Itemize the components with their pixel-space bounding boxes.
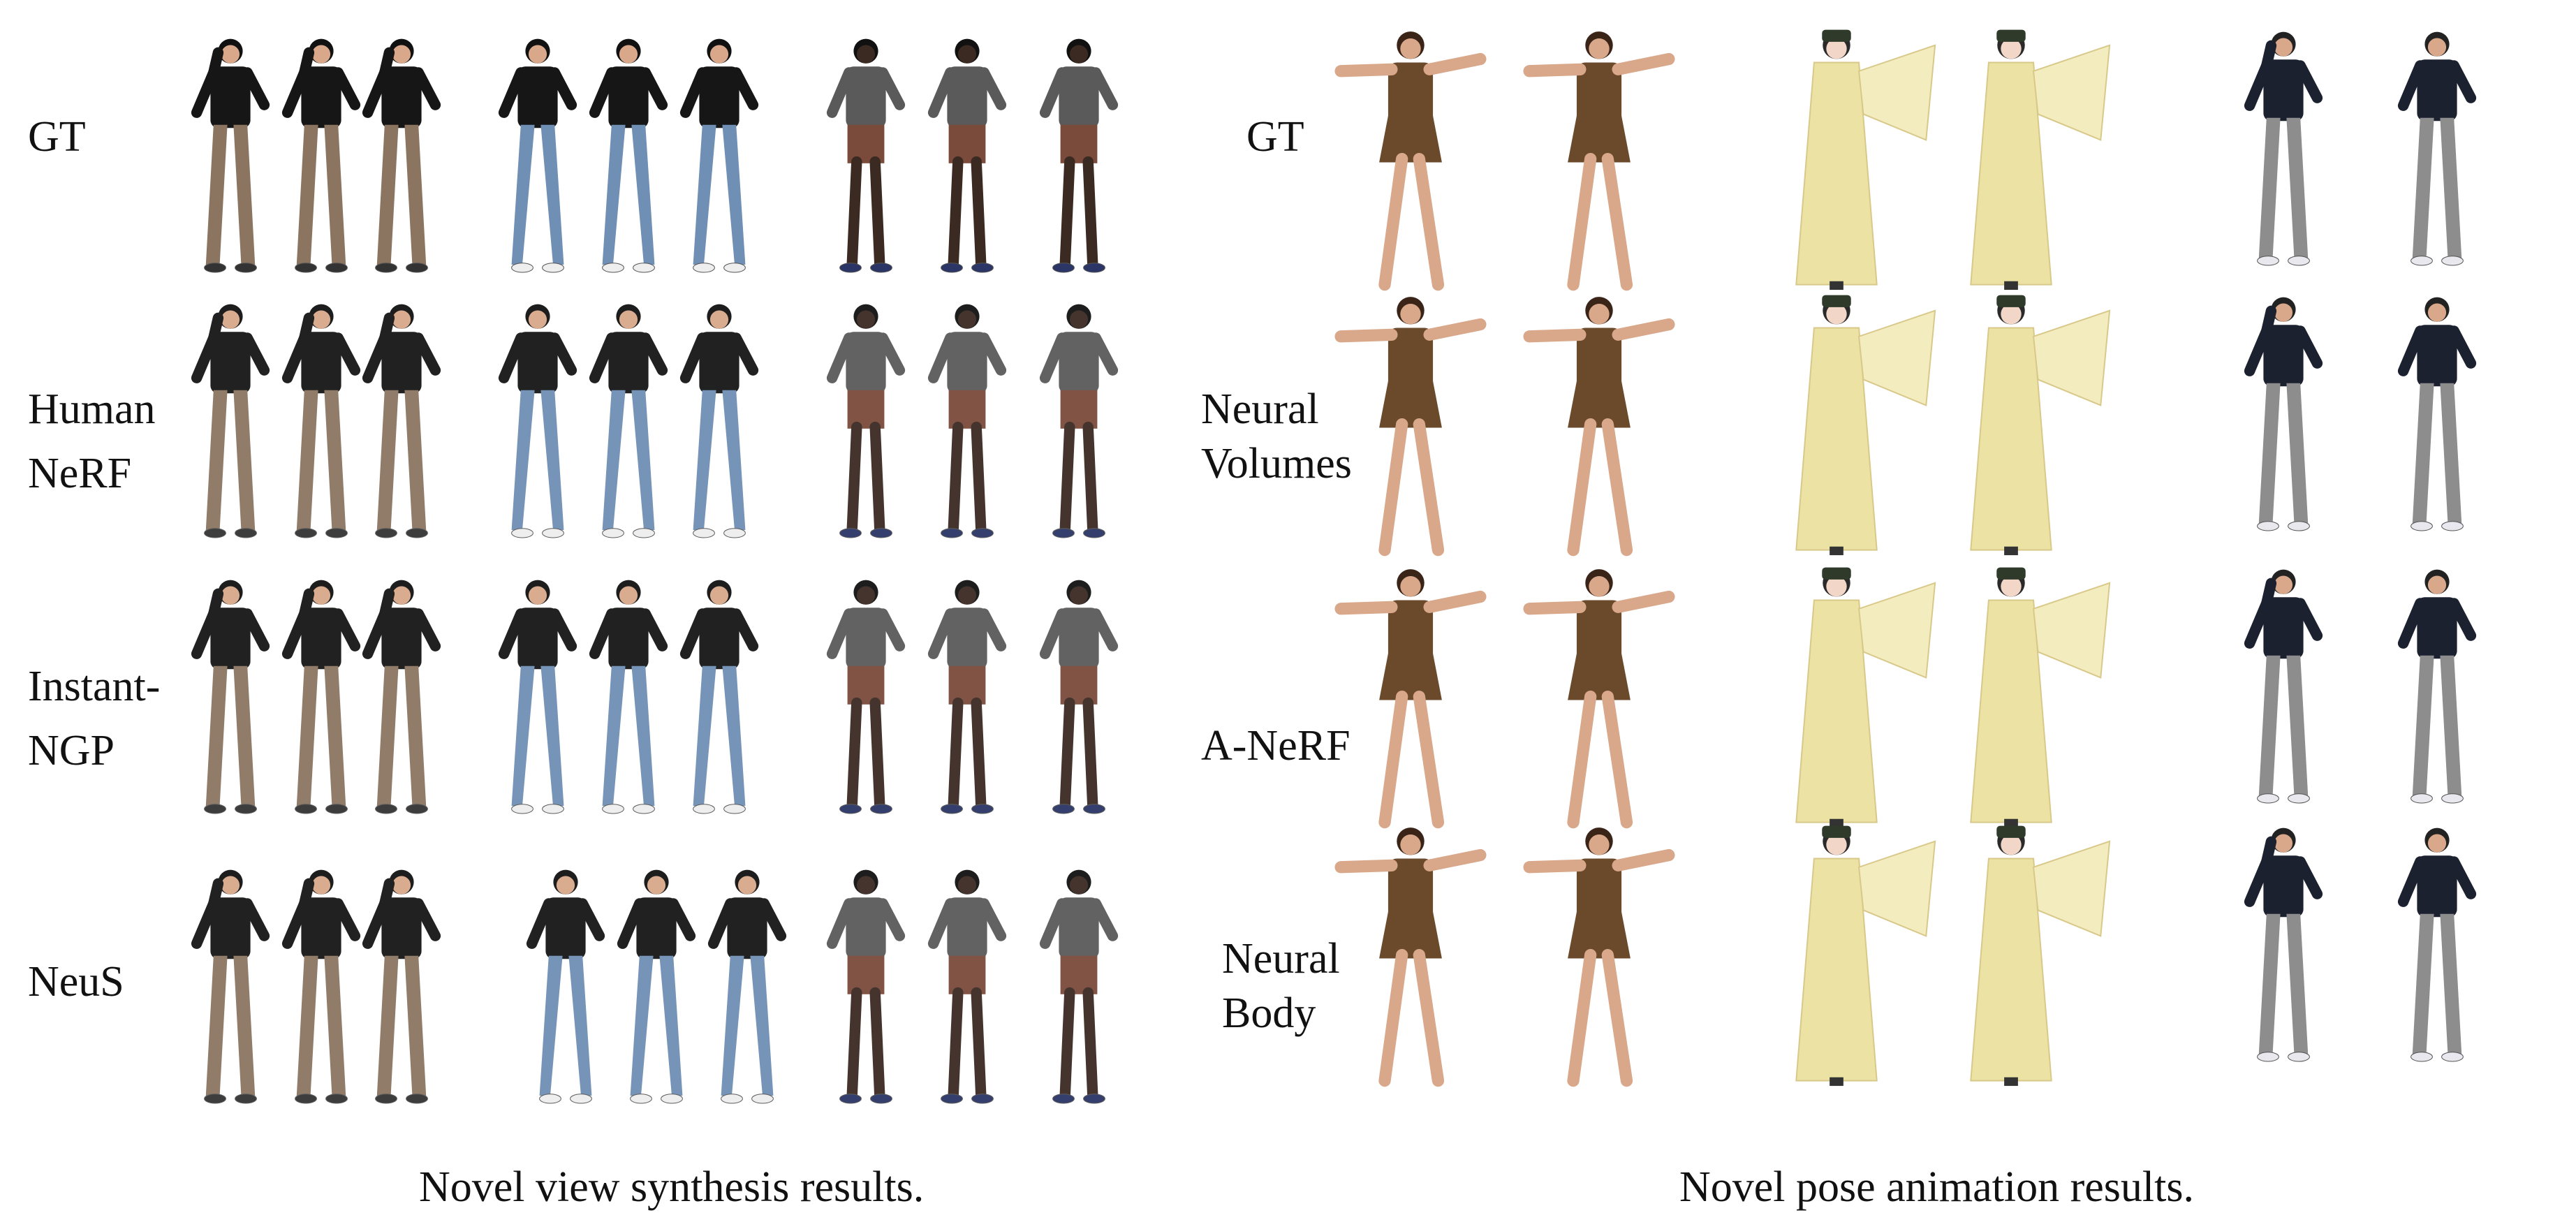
right-r3-subject2-pose1 xyxy=(1795,567,1936,828)
left-r4-subject3-view3 xyxy=(1039,869,1119,1104)
left-r3-subject1-view2 xyxy=(281,580,361,814)
row-label-instantngp: Instant- NGP xyxy=(28,663,161,774)
left-r1-subject2-view1 xyxy=(498,38,577,273)
row-label-humannerf: Human NeRF xyxy=(28,385,156,497)
left-r1-subject1-view3 xyxy=(362,38,441,273)
left-r2-subject3-view2 xyxy=(927,304,1007,538)
right-r3-subject2-pose2 xyxy=(1970,567,2111,828)
left-r1-subject3-view3 xyxy=(1039,38,1119,273)
row-label-neus: NeuS xyxy=(28,958,124,1006)
right-r3-subject3-pose1 xyxy=(2244,569,2323,804)
right-r4-subject3-pose2 xyxy=(2397,827,2477,1062)
left-r4-subject2-view3 xyxy=(707,869,787,1104)
right-r1-subject1-pose1 xyxy=(1334,31,1487,291)
right-r2-subject1-pose1 xyxy=(1334,297,1487,557)
right-r1-subject2-pose2 xyxy=(1970,29,2111,290)
left-r1-subject1-view1 xyxy=(191,38,270,273)
left-r4-subject1-view1 xyxy=(191,869,270,1104)
right-r4-subject2-pose2 xyxy=(1970,825,2111,1087)
right-r2-subject3-pose2 xyxy=(2397,297,2477,531)
left-r2-subject2-view3 xyxy=(679,304,759,538)
right-r3-subject1-pose1 xyxy=(1334,569,1487,829)
right-r4-subject3-pose1 xyxy=(2244,827,2323,1062)
left-r2-subject3-view3 xyxy=(1039,304,1119,538)
caption-right: Novel pose animation results. xyxy=(1679,1163,2194,1211)
left-r4-subject2-view2 xyxy=(617,869,696,1104)
left-r4-subject2-view1 xyxy=(526,869,605,1104)
left-r2-subject1-view2 xyxy=(281,304,361,538)
row-label-gt-right: GT xyxy=(1246,113,1304,161)
left-r4-subject1-view2 xyxy=(281,869,361,1104)
right-r1-subject3-pose2 xyxy=(2397,31,2477,266)
left-r1-subject3-view2 xyxy=(927,38,1007,273)
right-r4-subject1-pose2 xyxy=(1523,827,1675,1087)
left-r1-subject2-view2 xyxy=(589,38,668,273)
right-r2-subject1-pose2 xyxy=(1523,297,1675,557)
left-r3-subject3-view3 xyxy=(1039,580,1119,814)
left-r3-subject1-view3 xyxy=(362,580,441,814)
left-r4-subject3-view2 xyxy=(927,869,1007,1104)
row-label-anerf: A-NeRF xyxy=(1201,722,1350,770)
right-r2-subject3-pose1 xyxy=(2244,297,2323,531)
left-r4-subject3-view1 xyxy=(826,869,906,1104)
left-r3-subject2-view1 xyxy=(498,580,577,814)
left-r1-subject2-view3 xyxy=(679,38,759,273)
left-r1-subject3-view1 xyxy=(826,38,906,273)
left-r2-subject3-view1 xyxy=(826,304,906,538)
right-r3-subject3-pose2 xyxy=(2397,569,2477,804)
left-r3-subject3-view2 xyxy=(927,580,1007,814)
right-r4-subject2-pose1 xyxy=(1795,825,1936,1087)
row-label-gt-left: GT xyxy=(28,113,86,161)
right-r2-subject2-pose2 xyxy=(1970,295,2111,556)
right-r1-subject1-pose2 xyxy=(1523,31,1675,291)
right-r1-subject2-pose1 xyxy=(1795,29,1936,290)
caption-left: Novel view synthesis results. xyxy=(419,1163,925,1211)
left-r2-subject2-view1 xyxy=(498,304,577,538)
left-r2-subject1-view1 xyxy=(191,304,270,538)
left-r3-subject1-view1 xyxy=(191,580,270,814)
left-r1-subject1-view2 xyxy=(281,38,361,273)
right-r1-subject3-pose1 xyxy=(2244,31,2323,266)
right-r4-subject1-pose1 xyxy=(1334,827,1487,1087)
left-r2-subject2-view2 xyxy=(589,304,668,538)
result-figures xyxy=(191,29,2477,1104)
left-r3-subject3-view1 xyxy=(826,580,906,814)
right-r3-subject1-pose2 xyxy=(1523,569,1675,829)
left-r2-subject1-view3 xyxy=(362,304,441,538)
right-r2-subject2-pose1 xyxy=(1795,295,1936,556)
row-label-neuralbody: Neural Body xyxy=(1222,935,1340,1037)
left-r3-subject2-view3 xyxy=(679,580,759,814)
row-label-neuralvolumes: Neural Volumes xyxy=(1201,385,1352,487)
left-r3-subject2-view2 xyxy=(589,580,668,814)
left-r4-subject1-view3 xyxy=(362,869,441,1104)
